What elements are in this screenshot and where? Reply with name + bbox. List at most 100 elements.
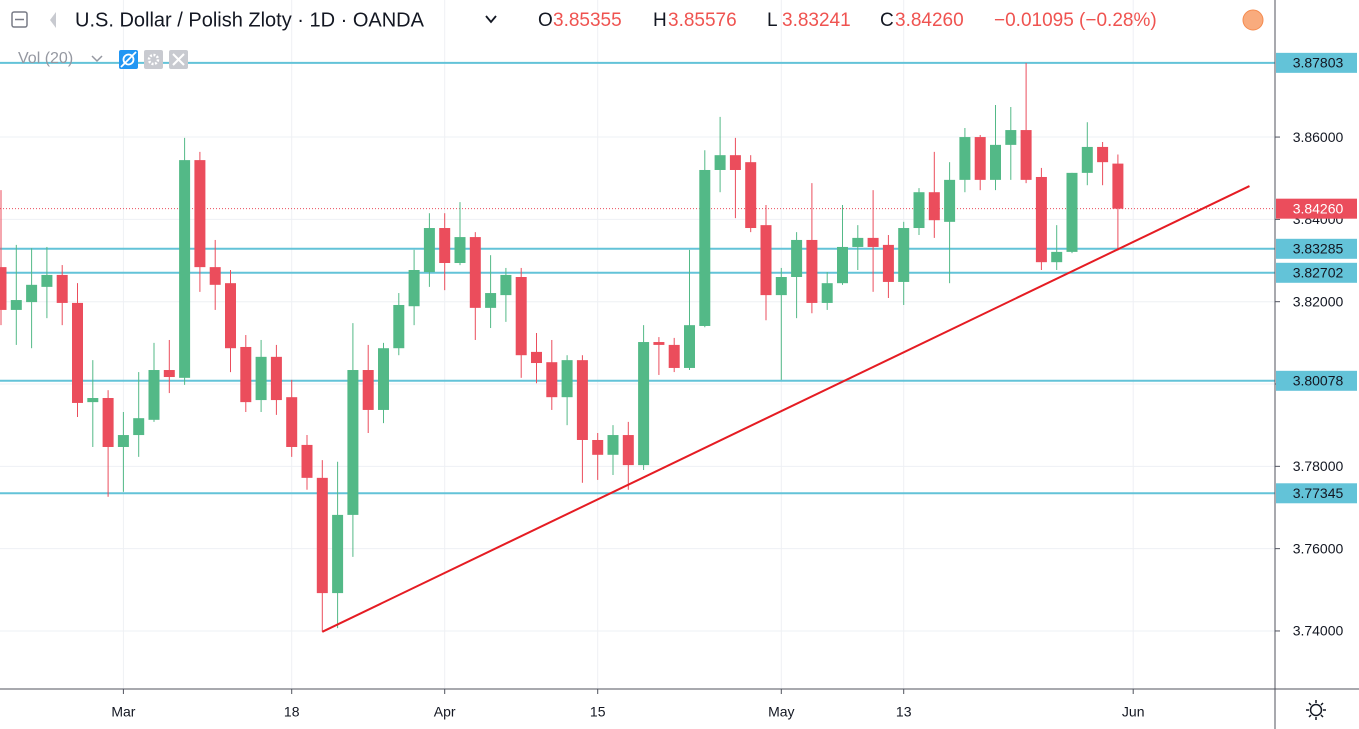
level-label-bg [1276, 238, 1357, 259]
candle-body [1035, 176, 1047, 263]
level-label-bg [1276, 370, 1357, 391]
candle-body [990, 144, 1001, 180]
candle-body [852, 237, 864, 247]
candle-body [225, 283, 236, 349]
candle-body [791, 239, 803, 277]
candle-body [684, 325, 695, 368]
candle-body [760, 225, 772, 296]
alert-dot[interactable] [1242, 9, 1264, 31]
candle-body [332, 514, 344, 594]
candle-body [699, 169, 711, 326]
candle-body [928, 192, 940, 221]
ohlc-value: 3.83241 [782, 10, 851, 31]
x-tick-label: May [768, 704, 794, 720]
candle-body [0, 267, 7, 310]
last-price-label-bg [1276, 198, 1357, 219]
x-tick-label: Mar [111, 704, 135, 720]
candle-body [561, 360, 573, 398]
x-tick-label: Jun [1122, 704, 1145, 720]
price-axis [1275, 0, 1359, 729]
ohlc-key: L [767, 10, 778, 31]
y-tick-label: 3.86000 [1293, 129, 1344, 145]
y-tick-label: 3.78000 [1293, 458, 1344, 474]
candle-body [806, 239, 818, 303]
indicator-dropdown[interactable] [91, 55, 103, 63]
candle-body [882, 244, 894, 282]
candle-body [821, 283, 833, 303]
candle-body [26, 284, 38, 303]
candle-body [500, 274, 512, 296]
candle-body [837, 246, 848, 284]
collapse-icon[interactable] [11, 11, 28, 28]
candle-body [469, 237, 481, 308]
ohlc-value: 3.85355 [553, 10, 622, 31]
level-label: 3.83285 [1293, 241, 1344, 257]
candle-body [592, 439, 604, 455]
x-tick-label: Apr [434, 704, 456, 720]
ohlc-key: H [653, 10, 667, 31]
candle-body [301, 444, 313, 478]
level-label-bg [1276, 262, 1357, 283]
candle-body [485, 293, 497, 308]
candle-body [1081, 146, 1093, 173]
candle-body [362, 370, 374, 410]
candle-body [408, 270, 420, 307]
candle-body [163, 370, 175, 378]
candle-body [1051, 251, 1063, 263]
candle-body [622, 435, 634, 466]
candle-body [913, 192, 925, 229]
change: −0.01095 (−0.28%) [994, 10, 1157, 31]
indicator-label: Vol (20) [18, 50, 73, 67]
candle-body [515, 276, 527, 356]
candle-body [56, 274, 68, 303]
ohlc-key: O [538, 10, 553, 31]
candle-body [576, 360, 588, 440]
y-tick-label: 3.82000 [1293, 293, 1344, 309]
level-label: 3.80078 [1293, 373, 1344, 389]
overlay: U.S. Dollar / Polish Zloty · 1D · OANDA … [11, 9, 1326, 720]
x-tick-label: 15 [590, 704, 606, 720]
settings-gear[interactable] [1309, 703, 1323, 717]
candle-body [898, 228, 910, 282]
symbol-dropdown[interactable] [485, 15, 497, 24]
level-label-bg [1276, 483, 1357, 504]
candle-body [87, 398, 99, 403]
ohlc-value: 3.84260 [895, 10, 964, 31]
candle-body [1020, 130, 1032, 180]
candle-body [1097, 146, 1109, 163]
candle-body [117, 435, 129, 447]
remove-icon-x [172, 53, 185, 66]
candle-body [1112, 163, 1124, 209]
y-tick-label: 3.76000 [1293, 540, 1344, 556]
candle-body [133, 418, 145, 436]
settings-icon[interactable] [144, 50, 163, 69]
candle-body [1066, 172, 1078, 252]
x-tick-label: 18 [284, 704, 300, 720]
level-label-bg [1276, 52, 1357, 73]
time-axis [0, 689, 1359, 729]
candle-body [41, 274, 53, 287]
level-label: 3.77345 [1293, 485, 1344, 501]
candle-body [179, 160, 191, 378]
candle-body [867, 237, 879, 247]
candle-body [240, 346, 252, 403]
candle-body [393, 304, 405, 349]
candle-body [775, 276, 787, 296]
settings-gear-teeth [1306, 700, 1326, 720]
candle-body [148, 370, 160, 420]
candle-body [974, 137, 986, 180]
candle-body [668, 344, 680, 368]
candle-body [653, 342, 665, 345]
candle-body [347, 370, 359, 515]
candle-body [531, 351, 542, 364]
symbol-arrow-icon [50, 12, 56, 28]
candle-body [209, 267, 221, 285]
candle-body [1005, 130, 1017, 145]
candle-body [194, 160, 206, 268]
settings-icon-gear [147, 53, 160, 66]
last-price-label: 3.84260 [1293, 200, 1344, 216]
x-tick-label: 13 [896, 704, 912, 720]
candle-body [423, 228, 435, 273]
candle-body [714, 155, 726, 170]
